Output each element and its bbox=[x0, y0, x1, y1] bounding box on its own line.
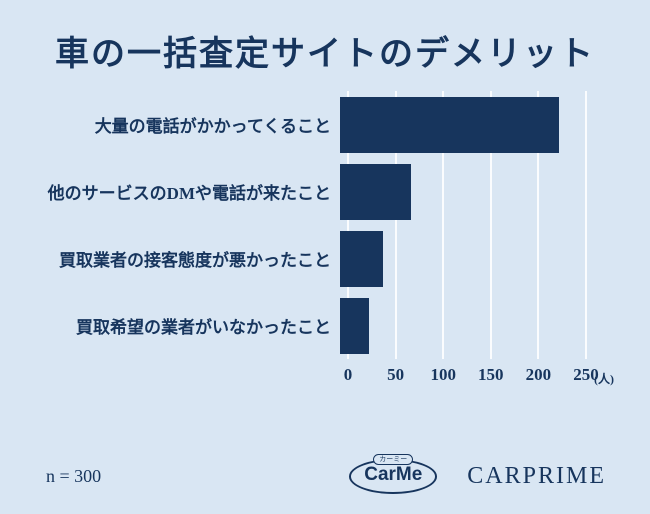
gridline-200 bbox=[537, 91, 540, 359]
bar-chart: 大量の電話がかかってくること 他のサービスのDMや電話が来たこと 買取業者の接客… bbox=[0, 91, 650, 359]
carprime-logo-text: CARPRIME bbox=[467, 463, 606, 490]
infographic-page: 車の一括査定サイトのデメリット 大量の電話がかかってくること 他のサービスのDM… bbox=[0, 26, 650, 514]
x-tick: 150 bbox=[478, 365, 504, 384]
bar-track bbox=[340, 297, 578, 354]
x-axis: 0 50 100 150 200 250 (人) bbox=[344, 365, 614, 391]
x-tick: 0 bbox=[343, 365, 353, 384]
bar bbox=[340, 163, 412, 220]
bar bbox=[340, 96, 559, 153]
bar-label: 大量の電話がかかってくること bbox=[94, 117, 331, 136]
x-tick: 200 bbox=[525, 365, 552, 384]
bar-row: 買取希望の業者がいなかったこと bbox=[0, 292, 650, 359]
bar-track bbox=[340, 230, 578, 287]
x-tick: 50 bbox=[387, 365, 405, 384]
x-tick: 250 bbox=[573, 365, 599, 384]
page-title: 車の一括査定サイトのデメリット bbox=[55, 36, 595, 73]
brand-logos: カーミー CarMe CARPRIME bbox=[349, 454, 606, 494]
bar-track bbox=[340, 163, 578, 220]
bar-row: 大量の電話がかかってくること bbox=[0, 91, 650, 158]
gridline-150 bbox=[489, 91, 492, 359]
bar bbox=[340, 297, 369, 354]
gridline-50 bbox=[394, 91, 397, 359]
carme-logo: カーミー CarMe bbox=[349, 454, 438, 494]
x-tick: 100 bbox=[430, 365, 456, 384]
bar-label: 買取希望の業者がいなかったこと bbox=[76, 318, 331, 337]
bar-row: 他のサービスのDMや電話が来たこと bbox=[0, 158, 650, 225]
bar-row: 買取業者の接客態度が悪かったこと bbox=[0, 225, 650, 292]
bar-label: 買取業者の接客態度が悪かったこと bbox=[59, 251, 331, 270]
footer: n = 300 カーミー CarMe CARPRIME bbox=[0, 454, 650, 494]
bar-label: 他のサービスのDMや電話が来たこと bbox=[47, 184, 331, 203]
gridline-0 bbox=[347, 91, 349, 359]
gridline-100 bbox=[442, 91, 445, 359]
x-axis-unit: (人) bbox=[594, 372, 614, 386]
carme-katakana-label: カーミー bbox=[373, 454, 414, 466]
bar-track bbox=[340, 96, 578, 153]
sample-size-label: n = 300 bbox=[46, 466, 102, 487]
gridline-250 bbox=[585, 91, 587, 359]
bar bbox=[340, 230, 383, 287]
chart-gridlines bbox=[347, 91, 587, 359]
